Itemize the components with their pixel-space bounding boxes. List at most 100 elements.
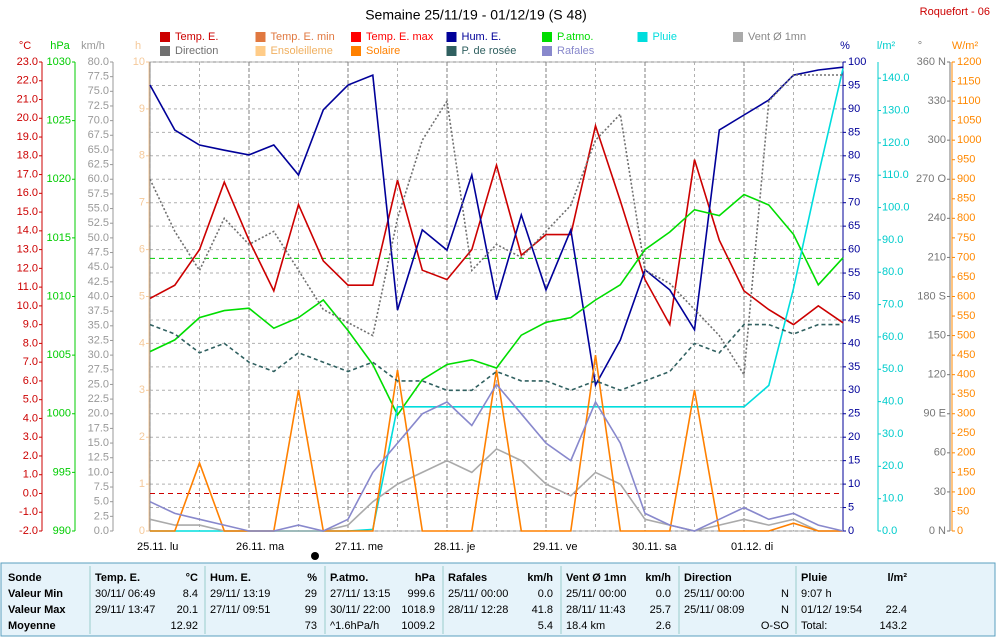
legend-swatch xyxy=(255,46,266,56)
y-tick-label: 25 xyxy=(848,408,860,420)
y-tick-label: 10.0 xyxy=(88,466,109,478)
y-tick-label: 50.0 xyxy=(88,232,109,244)
axis-unit: h xyxy=(135,40,141,52)
y-tick-label: 13.0 xyxy=(17,244,38,256)
x-tick-label: 29.11. ve xyxy=(533,541,577,553)
y-tick-label: 72.5 xyxy=(88,100,109,112)
y-tick-label: 1 xyxy=(139,478,145,490)
summary-header: P.atmo. xyxy=(330,572,368,584)
y-tick-label: 2.5 xyxy=(94,510,109,522)
y-tick-label: 110.0 xyxy=(882,169,909,181)
y-tick-label: 20.0 xyxy=(88,408,109,420)
summary-value: 29 xyxy=(305,588,317,600)
y-tick-label: 120.0 xyxy=(882,137,910,149)
y-tick-label: 32.5 xyxy=(88,334,109,346)
y-tick-label: 80.0 xyxy=(882,266,903,278)
y-tick-label: 23.0 xyxy=(17,56,38,68)
x-tick-label: 28.11. je xyxy=(434,541,475,553)
summary-value: 20.1 xyxy=(177,604,198,616)
y-tick-label: 45.0 xyxy=(88,261,109,273)
y-tick-label: 9 xyxy=(139,103,145,115)
y-tick-label: 42.5 xyxy=(88,276,109,288)
y-tick-label: 600 xyxy=(957,290,975,302)
y-tick-label: 17.5 xyxy=(88,422,109,434)
summary-value: 8.4 xyxy=(183,588,198,600)
y-tick-label: 400 xyxy=(957,369,975,381)
y-tick-label: 14.0 xyxy=(17,225,38,237)
y-tick-label: 150 xyxy=(928,329,946,341)
y-tick-label: -1.0 xyxy=(19,506,38,518)
y-tick-label: 85 xyxy=(848,126,860,138)
y-tick-label: 30.0 xyxy=(88,349,109,361)
y-tick-label: 180 S xyxy=(917,290,946,302)
axis-unit: °C xyxy=(19,40,31,52)
summary-unit: km/h xyxy=(645,572,671,584)
y-tick-label: 3 xyxy=(139,384,145,396)
y-tick-label: 60 xyxy=(848,244,860,256)
y-tick-label: 30 xyxy=(934,486,946,498)
y-tick-label: 6 xyxy=(139,244,145,256)
legend-label: Temp. E. min xyxy=(271,31,335,43)
y-tick-label: 300 xyxy=(957,408,975,420)
legend-swatch xyxy=(351,32,361,42)
summary-unit: l/m² xyxy=(887,572,907,584)
y-tick-label: 40.0 xyxy=(88,290,109,302)
y-tick-label: 80 xyxy=(848,150,860,162)
summary-cell: 29/11/ 13:47 xyxy=(95,604,155,616)
summary-value: 22.4 xyxy=(886,604,907,616)
y-tick-label: 4.0 xyxy=(23,412,38,424)
series-line xyxy=(149,66,844,388)
y-tick-label: 300 xyxy=(928,134,946,146)
summary-cell: Moyenne xyxy=(8,620,56,632)
y-tick-label: 16.0 xyxy=(17,187,38,199)
summary-cell: 30/11/ 22:00 xyxy=(330,604,390,616)
y-tick-label: 60.0 xyxy=(88,173,109,185)
y-tick-label: 15.0 xyxy=(17,206,38,218)
y-tick-label: 100 xyxy=(957,486,975,498)
summary-cell: 25/11/ 08:09 xyxy=(684,604,744,616)
summary-cell: ^1.6hPa/h xyxy=(330,620,379,632)
y-tick-label: 900 xyxy=(957,173,975,185)
y-tick-label: 150 xyxy=(957,466,975,478)
y-tick-label: 210 xyxy=(928,251,946,263)
y-tick-label: 2 xyxy=(139,431,145,443)
y-tick-label: 10.0 xyxy=(882,493,903,505)
summary-cell: Total: xyxy=(801,620,827,632)
y-tick-label: 50.0 xyxy=(882,363,903,375)
summary-header: Vent Ø 1mn xyxy=(566,572,627,584)
summary-value: 1018.9 xyxy=(401,604,435,616)
y-tick-label: 47.5 xyxy=(88,246,109,258)
summary-cell: 25/11/ 00:00 xyxy=(566,588,626,600)
summary-value: 12.92 xyxy=(170,620,198,632)
y-tick-label: 65 xyxy=(848,220,860,232)
summary-panel xyxy=(0,562,996,637)
summary-value: 41.8 xyxy=(532,604,553,616)
legend-swatch xyxy=(637,32,648,42)
y-tick-label: 450 xyxy=(957,349,975,361)
y-tick-label: 37.5 xyxy=(88,305,109,317)
axis-unit: % xyxy=(840,40,850,52)
y-tick-label: 90 E xyxy=(923,408,946,420)
summary-cell: 9:07 h xyxy=(801,588,832,600)
y-tick-label: 80.0 xyxy=(88,56,109,68)
y-tick-label: 0 N xyxy=(929,525,946,537)
legend-label: Vent Ø 1mn xyxy=(748,31,806,43)
summary-cell: 18.4 km xyxy=(566,620,605,632)
y-tick-label: 1050 xyxy=(957,115,981,127)
legend-swatch xyxy=(733,32,743,42)
y-tick-label: 20 xyxy=(848,431,860,443)
y-tick-label: 65.0 xyxy=(88,144,109,156)
y-tick-label: 0.0 xyxy=(94,525,109,537)
y-tick-label: 50 xyxy=(848,290,860,302)
axis-unit: W/m² xyxy=(952,40,979,52)
y-tick-label: 140.0 xyxy=(882,72,910,84)
legend-swatch xyxy=(542,32,552,42)
legend-swatch xyxy=(351,46,361,56)
y-tick-label: 12.5 xyxy=(88,452,109,464)
y-tick-label: 200 xyxy=(957,447,975,459)
summary-value: 0.0 xyxy=(538,588,553,600)
summary-cell: 01/12/ 19:54 xyxy=(801,604,862,616)
y-tick-label: 10 xyxy=(133,56,145,68)
legend-label: Direction xyxy=(175,45,218,57)
legend-label: Ensoleilleme xyxy=(271,45,333,57)
